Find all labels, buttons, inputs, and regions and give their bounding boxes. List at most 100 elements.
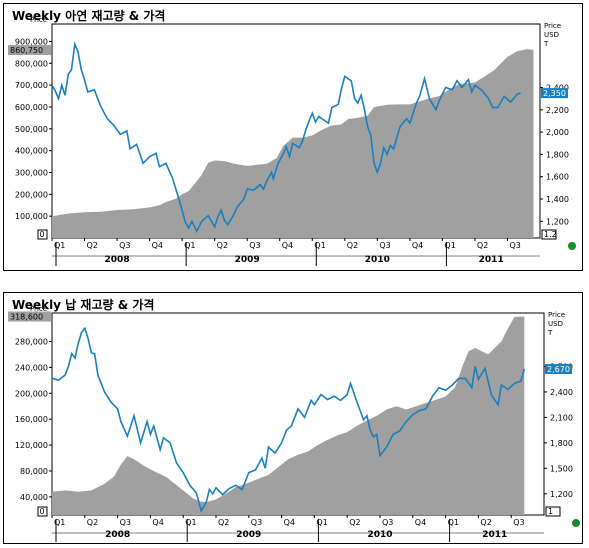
- x-quarter-label: Q1: [314, 241, 325, 250]
- x-quarter-label: Q2: [480, 518, 491, 527]
- chart-title: Weekly 납 재고량 & 가격: [12, 298, 155, 312]
- x-quarter-label: Q4: [415, 518, 426, 527]
- x-quarter-label: Q2: [87, 241, 98, 250]
- x-year-label: 2009: [235, 255, 260, 265]
- right-tick-label: 2,100: [550, 413, 573, 422]
- right-tick-label: 2,400: [546, 84, 569, 93]
- left-last-value-label: 860,750: [10, 46, 43, 55]
- right-tick-label: 1,600: [546, 173, 569, 182]
- x-quarter-label: Q1: [184, 241, 195, 250]
- right-bottom-box: [541, 229, 557, 240]
- right-bottom-box-label: 1: [548, 507, 553, 516]
- x-quarter-label: Q1: [448, 518, 459, 527]
- x-quarter-label: Q2: [87, 518, 98, 527]
- x-quarter-label: Q1: [316, 518, 327, 527]
- right-tick-label: 1,200: [550, 490, 573, 499]
- left-bottom-box: [37, 229, 48, 240]
- x-quarter-label: Q1: [54, 241, 65, 250]
- zinc-chart-svg: 100,000 200,000 300,000 400,000 500,000 600,0…: [8, 16, 576, 266]
- x-quarter-label: Q4: [284, 518, 295, 527]
- x-quarter-label: Q1: [185, 518, 196, 527]
- right-tick-label: 1,400: [546, 195, 569, 204]
- right-tick-label: 1,200: [546, 217, 569, 226]
- left-tick-label: 300,000: [15, 168, 48, 177]
- x-quarter-label: Q2: [347, 241, 358, 250]
- x-quarter-label: Q3: [509, 241, 520, 250]
- right-last-value-box: [541, 88, 568, 99]
- right-last-value-box: [545, 364, 572, 375]
- right-axis-label: USD: [548, 320, 563, 328]
- zinc-chart-panel: Weekly 아연 재고량 & 가격 100,000 200,000 300,000…: [3, 3, 583, 271]
- right-bottom-box: [545, 506, 561, 517]
- x-quarter-label: Q3: [379, 241, 390, 250]
- right-axis-label: T: [543, 40, 549, 48]
- x-year-label: 2008: [105, 255, 130, 265]
- x-quarter-label: Q4: [152, 518, 163, 527]
- left-tick-label: 400,000: [15, 147, 48, 156]
- right-tick-label: 2,200: [546, 106, 569, 115]
- x-year-label: 2008: [105, 530, 130, 540]
- right-axis-label: Price: [544, 22, 561, 30]
- status-indicator-icon: [572, 519, 580, 527]
- right-bottom-box-label: 1.2: [544, 230, 557, 239]
- x-quarter-label: Q4: [412, 241, 423, 250]
- x-quarter-label: Q3: [120, 518, 131, 527]
- left-tick-label: 120,000: [15, 441, 48, 450]
- right-tick-label: 1,500: [550, 464, 573, 473]
- chart-title: Weekly 아연 재고량 & 가격: [12, 9, 166, 23]
- left-tick-label: 100,000: [15, 212, 48, 221]
- right-tick-label: 2,000: [546, 128, 569, 137]
- right-last-value-label: 2,670: [547, 365, 570, 374]
- left-tick-label: 200,000: [15, 389, 48, 398]
- left-bottom-box: [37, 506, 48, 517]
- left-tick-label: 200,000: [15, 190, 48, 199]
- x-quarter-label: Q3: [382, 518, 393, 527]
- right-last-value-label: 2,350: [543, 89, 566, 98]
- x-quarter-label: Q2: [349, 518, 360, 527]
- x-quarter-label: Q3: [119, 241, 130, 250]
- x-quarter-label: Q3: [513, 518, 524, 527]
- left-tick-label: 500,000: [15, 125, 48, 134]
- left-last-value-box: [8, 311, 51, 322]
- price-line: [51, 326, 526, 513]
- left-axis-label: Price: [30, 16, 47, 24]
- x-quarter-label: Q3: [249, 241, 260, 250]
- left-tick-label: 280,000: [15, 337, 48, 346]
- x-quarter-label: Q1: [54, 518, 65, 527]
- left-axis-label: Price: [30, 305, 47, 313]
- x-year-label: 2010: [367, 530, 392, 540]
- x-quarter-label: Q2: [217, 241, 228, 250]
- left-tick-label: 80,000: [20, 467, 48, 476]
- left-tick-label: 160,000: [15, 415, 48, 424]
- x-quarter-label: Q4: [282, 241, 293, 250]
- x-quarter-label: Q2: [477, 241, 488, 250]
- x-year-label: 2011: [482, 530, 507, 540]
- right-axis-label: T: [547, 329, 553, 337]
- left-tick-label: 40,000: [20, 493, 48, 502]
- right-axis-label: USD: [544, 31, 559, 39]
- x-year-label: 2011: [479, 255, 504, 265]
- status-indicator-icon: [568, 242, 576, 250]
- right-tick-label: 1,800: [550, 439, 573, 448]
- left-tick-label: 900,000: [15, 37, 48, 46]
- left-bottom-box-label: 0: [40, 507, 45, 516]
- lead-chart-svg: 40,000 80,000 120,000 160,000 200,000 240,000…: [8, 305, 580, 542]
- left-tick-label: 800,000: [15, 59, 48, 68]
- x-quarter-label: Q1: [444, 241, 455, 250]
- left-tick-label: 240,000: [15, 363, 48, 372]
- inventory-area: [52, 316, 525, 515]
- x-quarter-label: Q4: [152, 241, 163, 250]
- x-quarter-label: Q2: [218, 518, 229, 527]
- left-last-value-box: [8, 45, 51, 56]
- left-tick-label: 700,000: [15, 81, 48, 90]
- left-bottom-box-label: 0: [40, 230, 45, 239]
- lead-chart-panel: Weekly 납 재고량 & 가격 40,000 80,000 120,000 160…: [3, 292, 583, 544]
- right-tick-label: 2,400: [550, 388, 573, 397]
- x-quarter-label: Q3: [251, 518, 262, 527]
- left-last-value-label: 318,600: [10, 312, 43, 321]
- left-tick-label: 600,000: [15, 103, 48, 112]
- price-line: [51, 41, 521, 234]
- x-year-label: 2009: [236, 530, 261, 540]
- right-tick-label: 1,800: [546, 150, 569, 159]
- right-axis-label: Price: [548, 311, 565, 319]
